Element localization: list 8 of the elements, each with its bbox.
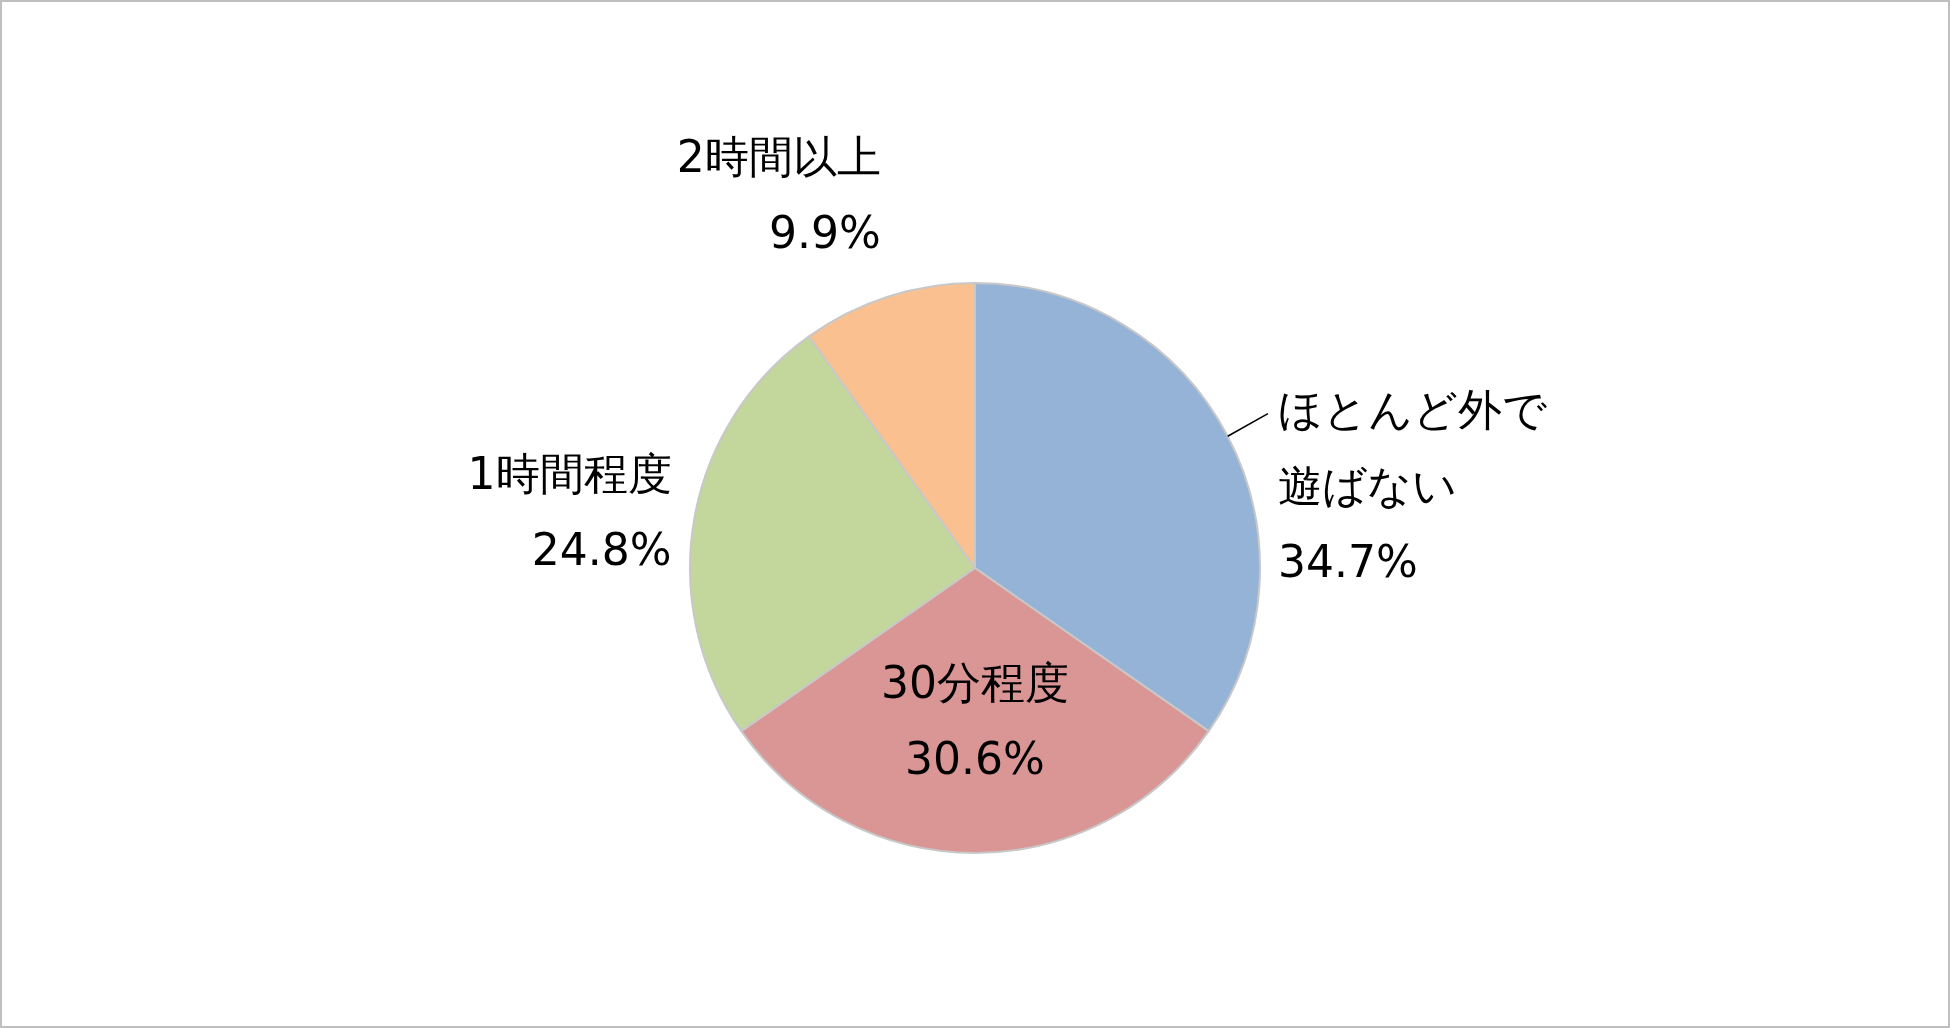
data-label: 30.6% — [905, 733, 1045, 785]
slice-label: 1時間程度 — [467, 448, 672, 500]
data-label: 34.7% — [1277, 536, 1418, 588]
slice-label: 30分程度 — [881, 657, 1069, 709]
slice-label: 2時間以上 — [676, 131, 881, 183]
data-label: 24.8% — [531, 524, 672, 576]
data-label: 9.9% — [769, 207, 881, 259]
slice-label: ほとんど外で遊ばない — [1277, 384, 1547, 512]
